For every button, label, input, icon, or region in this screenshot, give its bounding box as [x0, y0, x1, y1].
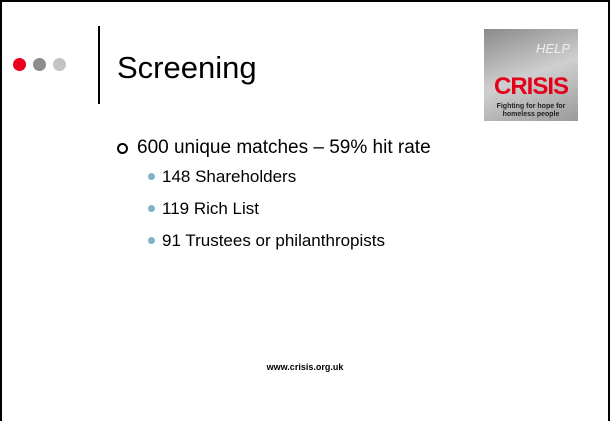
- sub-bullet: 119 Rich List: [148, 199, 259, 219]
- dot-light: [53, 58, 66, 71]
- sub-bullet: 91 Trustees or philanthropists: [148, 231, 385, 251]
- sub-bullet-text: 148 Shareholders: [162, 167, 296, 186]
- body: Screening HELP CRISIS Fighting for hope …: [0, 0, 610, 421]
- logo-tagline: Fighting for hope for: [484, 103, 578, 110]
- sub-bullet: 148 Shareholders: [148, 167, 296, 187]
- logo: HELP CRISIS Fighting for hope for homele…: [484, 29, 578, 121]
- dot-grey: [33, 58, 46, 71]
- logo-help: HELP: [536, 41, 570, 56]
- logo-tagline: homeless people: [484, 111, 578, 118]
- footer: www.crisis.org.uk: [2, 362, 608, 372]
- bullet-text: 600 unique matches – 59% hit rate: [137, 137, 431, 158]
- logo-name: CRISIS: [484, 73, 578, 101]
- divider: [98, 26, 100, 104]
- dot-red: [13, 58, 26, 71]
- slide: Screening HELP CRISIS Fighting for hope …: [0, 0, 610, 421]
- sub-bullet-text: 91 Trustees or philanthropists: [162, 231, 385, 250]
- bullet: 600 unique matches – 59% hit rate: [117, 137, 431, 159]
- sub-bullet-text: 119 Rich List: [162, 199, 259, 218]
- slide-title: Screening: [117, 50, 257, 86]
- page: {"slide": { "title": "Screening", "logo"…: [0, 0, 610, 421]
